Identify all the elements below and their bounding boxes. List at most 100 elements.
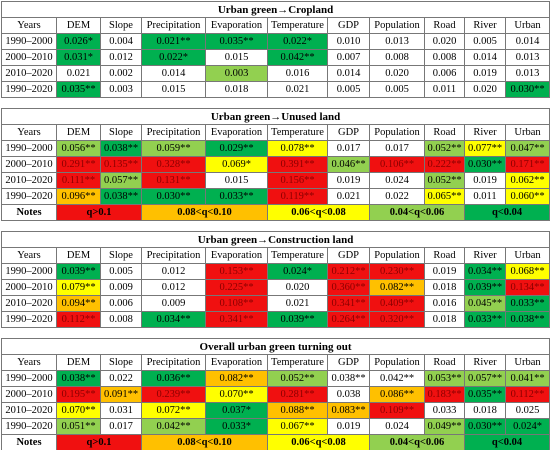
section-title: Urban green→Cropland xyxy=(0,1,550,18)
header-cell: River xyxy=(464,247,506,264)
section-title: Urban green→Unused land xyxy=(0,108,550,125)
notes-item: 0.04<q<0.06 xyxy=(369,204,465,221)
value-cell: 0.264** xyxy=(327,311,370,328)
value-cell: 0.016 xyxy=(267,65,328,82)
value-cell: 0.225** xyxy=(205,279,268,296)
header-cell: Road xyxy=(424,247,465,264)
header-cell: Population xyxy=(369,354,425,371)
value-cell: 0.042** xyxy=(141,418,206,435)
value-cell: 0.014 xyxy=(141,65,206,82)
section-table: Urban green→Cropland Years DEM Slope Precipi… xyxy=(0,1,550,98)
value-cell: 0.020 xyxy=(464,81,506,98)
year-cell: 2000–2010 xyxy=(1,49,57,66)
header-cell: Slope xyxy=(100,17,142,34)
value-cell: 0.013 xyxy=(504,49,550,66)
value-cell: 0.109** xyxy=(369,402,425,419)
value-cell: 0.025 xyxy=(504,402,550,419)
notes-item: 0.04<q<0.06 xyxy=(369,434,465,450)
header-cell: Precipitation xyxy=(141,124,206,141)
value-cell: 0.230** xyxy=(369,263,425,280)
year-cell: 1990–2020 xyxy=(1,418,57,435)
year-cell: 1990–2000 xyxy=(1,33,57,50)
value-cell: 0.034** xyxy=(464,263,506,280)
value-cell: 0.069* xyxy=(205,156,268,173)
header-row: Years DEM Slope Precipitation Evaporation Tem… xyxy=(1,247,550,264)
value-cell: 0.020 xyxy=(267,279,328,296)
value-cell: 0.033** xyxy=(504,295,550,312)
value-cell: 0.033* xyxy=(205,418,268,435)
header-cell: Slope xyxy=(100,247,142,264)
value-cell: 0.021** xyxy=(141,33,206,50)
data-row: 2000–2010 0.195** 0.091** 0.239** 0.070** 0.2… xyxy=(1,386,550,403)
value-cell: 0.019 xyxy=(464,65,506,82)
value-cell: 0.019 xyxy=(464,172,506,189)
header-cell: Temperature xyxy=(267,17,328,34)
value-cell: 0.015 xyxy=(205,49,268,66)
data-row: 1990–2020 0.035** 0.003 0.015 0.018 0.021 0.00… xyxy=(1,81,550,98)
value-cell: 0.057** xyxy=(100,172,142,189)
value-cell: 0.006 xyxy=(100,295,142,312)
value-cell: 0.341** xyxy=(205,311,268,328)
value-cell: 0.019 xyxy=(327,172,370,189)
value-cell: 0.008 xyxy=(369,49,425,66)
value-cell: 0.108** xyxy=(205,295,268,312)
value-cell: 0.014 xyxy=(504,33,550,50)
title-row: Overall urban green turning out xyxy=(0,338,550,355)
value-cell: 0.013 xyxy=(504,65,550,82)
value-cell: 0.082** xyxy=(205,370,268,387)
value-cell: 0.030** xyxy=(464,418,506,435)
value-cell: 0.131** xyxy=(141,172,206,189)
value-cell: 0.031* xyxy=(56,49,101,66)
notes-label: Notes xyxy=(1,204,57,221)
data-row: 1990–2000 0.039** 0.005 0.012 0.153** 0.024* 0… xyxy=(1,263,550,280)
value-cell: 0.183** xyxy=(424,386,465,403)
header-cell: Road xyxy=(424,124,465,141)
header-cell: GDP xyxy=(327,17,370,34)
value-cell: 0.291** xyxy=(56,156,101,173)
value-cell: 0.010 xyxy=(327,33,370,50)
value-cell: 0.035** xyxy=(464,386,506,403)
year-cell: 2010–2020 xyxy=(1,65,57,82)
notes-item: q>0.1 xyxy=(56,434,142,450)
header-cell: River xyxy=(464,354,506,371)
header-cell: GDP xyxy=(327,124,370,141)
value-cell: 0.029** xyxy=(205,140,268,157)
value-cell: 0.049** xyxy=(424,418,465,435)
value-cell: 0.005 xyxy=(100,263,142,280)
value-cell: 0.212** xyxy=(327,263,370,280)
year-cell: 1990–2020 xyxy=(1,81,57,98)
header-cell: Temperature xyxy=(267,247,328,264)
value-cell: 0.018 xyxy=(424,279,465,296)
value-cell: 0.068** xyxy=(504,263,550,280)
year-cell: 2010–2020 xyxy=(1,295,57,312)
value-cell: 0.012 xyxy=(141,263,206,280)
value-cell: 0.134** xyxy=(504,279,550,296)
value-cell: 0.026* xyxy=(56,33,101,50)
header-cell: Years xyxy=(1,247,57,264)
year-cell: 2000–2010 xyxy=(1,386,57,403)
header-cell: Evaporation xyxy=(205,17,268,34)
value-cell: 0.039** xyxy=(464,279,506,296)
data-row: 1990–2000 0.056** 0.038** 0.059** 0.029** 0.0… xyxy=(1,140,550,157)
notes-item: q<0.04 xyxy=(463,434,550,450)
value-cell: 0.014 xyxy=(464,49,506,66)
value-cell: 0.038** xyxy=(504,311,550,328)
value-cell: 0.006 xyxy=(424,65,465,82)
value-cell: 0.033 xyxy=(424,402,465,419)
value-cell: 0.065** xyxy=(424,188,465,205)
value-cell: 0.018 xyxy=(464,402,506,419)
value-cell: 0.046** xyxy=(327,156,370,173)
header-cell: DEM xyxy=(56,17,101,34)
data-row: 1990–2020 0.112** 0.008 0.034** 0.341** 0.039… xyxy=(1,311,550,328)
value-cell: 0.052** xyxy=(267,370,328,387)
value-cell: 0.037* xyxy=(205,402,268,419)
value-cell: 0.047** xyxy=(504,140,550,157)
value-cell: 0.106** xyxy=(369,156,425,173)
header-cell: Population xyxy=(369,17,425,34)
value-cell: 0.002 xyxy=(100,65,142,82)
value-cell: 0.045** xyxy=(464,295,506,312)
header-cell: Road xyxy=(424,354,465,371)
notes-item: q<0.04 xyxy=(463,204,550,221)
header-cell: DEM xyxy=(56,354,101,371)
